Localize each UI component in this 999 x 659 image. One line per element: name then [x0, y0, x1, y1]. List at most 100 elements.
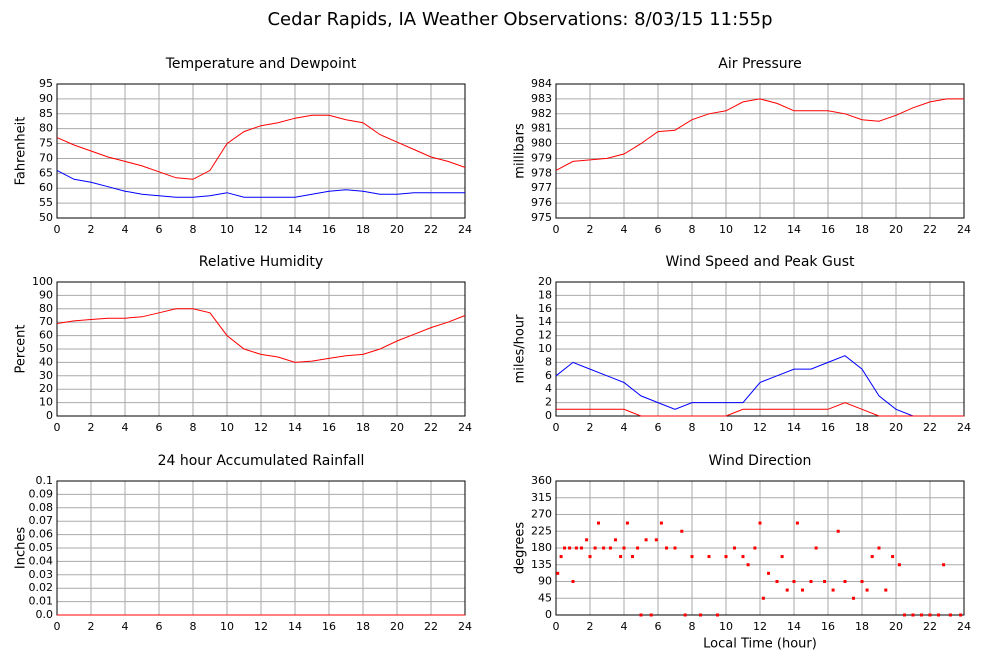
- y-tick-label: 30: [39, 369, 53, 382]
- scatter-point: [574, 546, 578, 550]
- scatter-point: [639, 613, 643, 617]
- y-tick-label: 60: [39, 181, 53, 194]
- scatter-point: [690, 555, 694, 559]
- x-tick-label: 8: [689, 620, 696, 633]
- scatter-point: [884, 588, 888, 592]
- y-tick-label: 0.02: [29, 581, 54, 594]
- y-tick-label: 45: [538, 591, 552, 604]
- scatter-point: [683, 613, 687, 617]
- x-tick-label: 16: [821, 620, 835, 633]
- x-tick-label: 12: [254, 620, 268, 633]
- y-tick-label: 225: [531, 524, 552, 537]
- scatter-point: [716, 613, 719, 617]
- y-tick-label: 80: [39, 302, 53, 315]
- x-tick-label: 24: [957, 223, 971, 236]
- scatter-point: [608, 546, 612, 550]
- y-tick-label: 981: [531, 122, 552, 135]
- x-tick-label: 10: [719, 223, 733, 236]
- y-tick-label: 0: [46, 409, 53, 422]
- scatter-point: [741, 555, 745, 559]
- x-tick-label: 10: [719, 421, 733, 434]
- scatter-point: [746, 563, 750, 567]
- x-tick-label: 20: [390, 421, 404, 434]
- y-tick-label: 100: [32, 275, 53, 288]
- chart-title: Relative Humidity: [199, 254, 323, 270]
- y-axis-label: millibars: [513, 123, 528, 179]
- y-tick-label: 984: [531, 77, 552, 90]
- y-tick-label: 360: [531, 474, 552, 487]
- scatter-point: [767, 571, 770, 575]
- x-tick-label: 2: [88, 421, 95, 434]
- y-tick-label: 135: [531, 558, 552, 571]
- scatter-point: [836, 529, 840, 533]
- y-tick-label: 4: [545, 382, 552, 395]
- series-line: [556, 402, 964, 417]
- y-axis-label: miles/hour: [513, 314, 528, 383]
- scatter-point: [619, 555, 623, 559]
- y-tick-label: 0.09: [29, 487, 54, 500]
- x-tick-label: 8: [190, 223, 197, 236]
- y-tick-label: 975: [531, 211, 552, 224]
- y-tick-label: 315: [531, 491, 552, 504]
- y-tick-label: 0.08: [29, 501, 54, 514]
- y-tick-label: 979: [531, 151, 552, 164]
- y-tick-label: 10: [39, 396, 53, 409]
- x-tick-label: 8: [689, 223, 696, 236]
- x-tick-label: 8: [190, 620, 197, 633]
- scatter-point: [937, 613, 940, 617]
- x-tick-label: 14: [288, 223, 302, 236]
- y-tick-label: 2: [545, 396, 552, 409]
- y-tick-label: 978: [531, 166, 552, 179]
- x-tick-label: 18: [356, 620, 370, 633]
- chart-title: Wind Speed and Peak Gust: [666, 254, 855, 270]
- x-tick-label: 4: [621, 421, 628, 434]
- y-axis-label: Inches: [14, 527, 29, 569]
- chart-title: Air Pressure: [718, 56, 801, 72]
- chart-title: Temperature and Dewpoint: [165, 56, 357, 72]
- x-tick-label: 20: [889, 223, 903, 236]
- scatter-point: [580, 546, 583, 550]
- scatter-point: [644, 538, 648, 542]
- y-tick-label: 6: [545, 369, 552, 382]
- scatter-point: [823, 580, 827, 583]
- scatter-point: [724, 555, 728, 559]
- y-axis-label: Fahrenheit: [14, 117, 29, 186]
- scatter-point: [673, 546, 677, 550]
- scatter-point: [959, 613, 963, 617]
- x-tick-label: 8: [689, 421, 696, 434]
- x-tick-label: 4: [621, 223, 628, 236]
- plot-frame: [555, 83, 965, 219]
- y-tick-label: 12: [538, 329, 552, 342]
- y-tick-label: 50: [39, 211, 53, 224]
- scatter-point: [631, 555, 634, 559]
- scatter-point: [753, 546, 757, 550]
- y-tick-label: 0.07: [29, 514, 54, 527]
- x-tick-label: 0: [553, 421, 560, 434]
- x-tick-label: 2: [587, 421, 594, 434]
- y-tick-label: 80: [39, 122, 53, 135]
- scatter-point: [843, 580, 847, 583]
- scatter-point: [654, 538, 658, 542]
- x-tick-label: 18: [356, 421, 370, 434]
- scatter-point: [795, 521, 799, 525]
- y-tick-label: 0.06: [29, 528, 54, 541]
- scatter-point: [761, 596, 765, 600]
- x-tick-label: 10: [220, 223, 234, 236]
- x-tick-label: 2: [587, 223, 594, 236]
- x-tick-label: 24: [957, 421, 971, 434]
- chart-title: Wind Direction: [709, 453, 812, 469]
- y-tick-label: 90: [538, 575, 552, 588]
- y-tick-label: 40: [39, 355, 53, 368]
- x-tick-label: 10: [719, 620, 733, 633]
- scatter-point: [680, 529, 684, 533]
- x-tick-label: 18: [855, 223, 869, 236]
- x-tick-label: 0: [54, 421, 61, 434]
- plot-frame: [56, 281, 466, 417]
- scatter-point: [775, 580, 779, 583]
- x-tick-label: 20: [889, 620, 903, 633]
- x-tick-label: 20: [390, 223, 404, 236]
- y-tick-label: 977: [531, 181, 552, 194]
- y-tick-label: 10: [538, 342, 552, 355]
- x-tick-label: 2: [587, 620, 594, 633]
- y-tick-label: 270: [531, 508, 552, 521]
